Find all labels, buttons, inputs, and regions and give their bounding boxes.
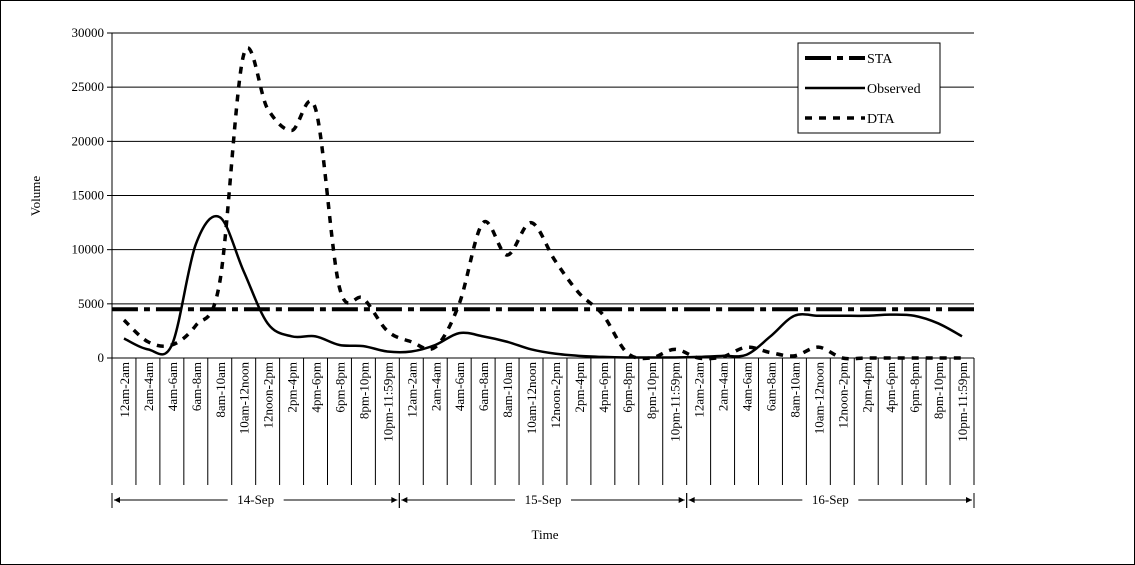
category-label: 4pm-6pm: [883, 362, 898, 413]
day-bracket-arrow: [401, 497, 408, 503]
y-tick-label: 5000: [78, 296, 104, 311]
day-group-label: 14-Sep: [237, 492, 274, 507]
category-label: 2am-4am: [428, 362, 443, 411]
category-label: 6pm-8pm: [332, 362, 347, 413]
series-lines: [112, 46, 974, 361]
category-label: 10pm-11:59pm: [380, 362, 395, 442]
category-label: 2am-4am: [141, 362, 156, 411]
y-tick-label: 0: [98, 350, 105, 365]
category-label: 10pm-11:59pm: [955, 362, 970, 442]
x-axis-categories: 12am-2am 2am-4am 4am-6am 6am-8am 8am-10am 10a…: [111, 358, 975, 485]
category-label: 2am-4am: [716, 362, 731, 411]
category-label: 12noon-2pm: [261, 362, 276, 428]
category-label: 4pm-6pm: [309, 362, 324, 413]
category-label: 12am-2am: [117, 362, 132, 418]
category-label: 2pm-4pm: [285, 362, 300, 413]
legend: STA Observed DTA: [797, 42, 941, 134]
category-label: 4am-6am: [165, 362, 180, 411]
category-label: 12am-2am: [692, 362, 707, 418]
day-groups: 14-Sep 15-Sep 16-Sep: [111, 492, 975, 508]
category-label: 4am-6am: [740, 362, 755, 411]
category-label: 8pm-10pm: [644, 362, 659, 419]
y-tick-label: 15000: [72, 188, 105, 203]
category-label: 8am-10am: [787, 362, 802, 418]
category-label: 12am-2am: [404, 362, 419, 418]
category-label: 8pm-10pm: [931, 362, 946, 419]
legend-label-sta: STA: [867, 52, 893, 67]
category-label: 10am-12noon: [811, 362, 826, 435]
category-label: 12noon-2pm: [835, 362, 850, 428]
day-group-label: 15-Sep: [525, 492, 562, 507]
day-bracket-arrow: [114, 497, 120, 503]
category-label: 10pm-11:59pm: [668, 362, 683, 442]
category-label: 6pm-8pm: [907, 362, 922, 413]
category-label: 10am-12noon: [237, 362, 252, 435]
category-label: 4am-6am: [452, 362, 467, 411]
y-tick-label: 25000: [72, 79, 105, 94]
day-bracket-arrow: [688, 497, 695, 503]
category-label: 10am-12noon: [524, 362, 539, 435]
y-axis-ticks: 0 5000 10000 15000 20000 25000 30000: [72, 25, 112, 365]
category-label: 6am-8am: [476, 362, 491, 411]
y-tick-label: 20000: [72, 133, 105, 148]
y-axis-title: Volume: [28, 176, 43, 216]
y-tick-label: 30000: [72, 25, 105, 40]
category-label: 2pm-4pm: [859, 362, 874, 413]
x-axis-title: Time: [532, 527, 559, 542]
category-label: 6am-8am: [763, 362, 778, 411]
category-label: 8am-10am: [500, 362, 515, 418]
category-label: 8am-10am: [213, 362, 228, 418]
y-tick-label: 10000: [72, 242, 105, 257]
day-bracket-arrow: [391, 497, 398, 503]
category-label: 4pm-6pm: [596, 362, 611, 413]
day-bracket-arrow: [678, 497, 685, 503]
category-label: 6am-8am: [189, 362, 204, 411]
category-label: 2pm-4pm: [572, 362, 587, 413]
legend-label-dta: DTA: [867, 112, 896, 127]
series-dta-line: [122, 46, 963, 361]
day-group-label: 16-Sep: [812, 492, 849, 507]
series-observed-line: [123, 214, 963, 359]
category-label: 8pm-10pm: [356, 362, 371, 419]
category-label: 6pm-8pm: [620, 362, 635, 413]
day-bracket-arrow: [966, 497, 972, 503]
legend-label-observed: Observed: [867, 82, 921, 97]
category-label: 12noon-2pm: [548, 362, 563, 428]
